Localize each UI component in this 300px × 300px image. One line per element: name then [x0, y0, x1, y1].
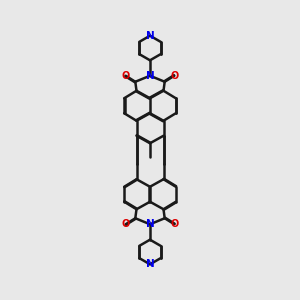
Text: N: N [146, 31, 154, 41]
Text: N: N [146, 71, 154, 81]
Text: O: O [122, 71, 130, 81]
Text: N: N [146, 219, 154, 229]
Text: O: O [122, 219, 130, 229]
Text: N: N [146, 259, 154, 269]
Text: O: O [170, 71, 178, 81]
Text: O: O [170, 219, 178, 229]
